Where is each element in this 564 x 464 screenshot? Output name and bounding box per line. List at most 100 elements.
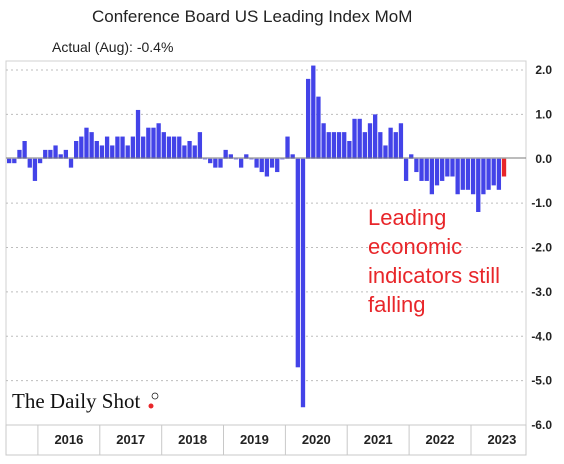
chart-title: Conference Board US Leading Index MoM xyxy=(92,7,412,26)
bar xyxy=(424,158,429,181)
x-tick-label: 2022 xyxy=(426,432,455,447)
bar xyxy=(171,136,177,159)
bar xyxy=(445,158,450,177)
y-tick-label: 0.0 xyxy=(535,152,552,166)
bar xyxy=(48,149,53,159)
bar xyxy=(290,154,295,159)
bar xyxy=(192,145,197,159)
annotation: Leading economic indicators still fallin… xyxy=(368,205,500,317)
bar xyxy=(202,158,208,160)
bar xyxy=(208,158,213,164)
x-tick-label: 2017 xyxy=(116,432,145,447)
bar xyxy=(177,136,182,159)
bar xyxy=(249,158,254,160)
y-tick-label: -5.0 xyxy=(531,374,552,388)
x-tick-label: 2018 xyxy=(178,432,207,447)
bar xyxy=(367,123,373,159)
bar xyxy=(331,132,337,159)
bar xyxy=(99,145,105,159)
y-axis: 2.0 1.0 0.0 -1.0 -2.0 -3.0 -4.0 -5.0 -6.0 xyxy=(531,63,552,432)
bar xyxy=(22,141,27,159)
bar xyxy=(213,158,218,168)
bar xyxy=(342,132,347,159)
x-axis-band xyxy=(5,424,527,456)
bar xyxy=(321,123,326,159)
bar xyxy=(94,141,99,159)
bar xyxy=(197,132,203,159)
bar xyxy=(130,136,136,159)
bar xyxy=(357,118,362,159)
chart-subtitle: Actual (Aug): -0.4% xyxy=(52,39,173,55)
bar xyxy=(228,154,233,159)
bar xyxy=(74,141,79,159)
x-tick-label: 2016 xyxy=(54,432,83,447)
bar xyxy=(316,96,321,159)
bar xyxy=(378,132,383,159)
bar xyxy=(161,132,166,159)
bar xyxy=(476,158,481,212)
bar xyxy=(156,123,161,159)
bar xyxy=(135,109,141,159)
y-tick-label: -1.0 xyxy=(531,196,552,210)
bar xyxy=(300,158,306,408)
bar xyxy=(244,154,249,159)
y-tick-label: -2.0 xyxy=(531,241,552,255)
bar xyxy=(63,149,69,159)
bar xyxy=(254,158,259,168)
bar xyxy=(419,158,424,181)
bar xyxy=(501,158,507,177)
bar xyxy=(409,154,414,159)
bar xyxy=(17,149,22,159)
source-logo: The Daily Shot xyxy=(12,389,159,413)
bar xyxy=(388,127,393,159)
bar xyxy=(27,158,32,168)
bar xyxy=(223,149,228,159)
bar xyxy=(182,145,187,159)
bar xyxy=(53,145,58,159)
bar xyxy=(115,136,120,159)
bar xyxy=(414,158,419,173)
bar xyxy=(393,132,398,159)
bar xyxy=(285,136,290,159)
bar xyxy=(32,158,38,181)
x-axis: 2016 2017 2018 2019 2020 2021 2022 2023 xyxy=(37,425,516,455)
bar xyxy=(460,158,465,190)
bar xyxy=(84,127,89,159)
bar xyxy=(486,158,491,190)
bar xyxy=(496,158,502,190)
bar xyxy=(68,158,74,168)
bar xyxy=(403,158,409,181)
bar xyxy=(429,158,435,195)
annotation-line-3: indicators still xyxy=(368,263,500,288)
bar xyxy=(470,158,476,195)
bar xyxy=(434,158,440,186)
bar xyxy=(233,158,239,160)
bar xyxy=(89,132,94,159)
bar xyxy=(362,132,367,159)
bar xyxy=(465,158,471,190)
bar xyxy=(79,136,84,159)
bar xyxy=(383,145,388,159)
bar xyxy=(440,158,445,181)
bar xyxy=(280,158,285,160)
source-logo-registered-icon xyxy=(151,392,159,400)
bar xyxy=(141,136,146,159)
bar xyxy=(151,127,156,159)
y-tick-label: 2.0 xyxy=(535,63,552,77)
bar xyxy=(326,132,331,159)
bar xyxy=(43,149,48,159)
bar xyxy=(491,158,496,186)
x-tick-label: 2019 xyxy=(240,432,269,447)
bar xyxy=(455,158,460,195)
bar xyxy=(269,158,275,168)
bar xyxy=(166,136,172,159)
bar xyxy=(125,145,130,159)
annotation-line-4: falling xyxy=(368,292,425,317)
bar xyxy=(450,158,455,177)
bar xyxy=(104,136,110,159)
bars xyxy=(7,65,507,408)
bar xyxy=(120,136,125,159)
bar xyxy=(347,141,352,159)
x-tick-label: 2023 xyxy=(487,432,516,447)
